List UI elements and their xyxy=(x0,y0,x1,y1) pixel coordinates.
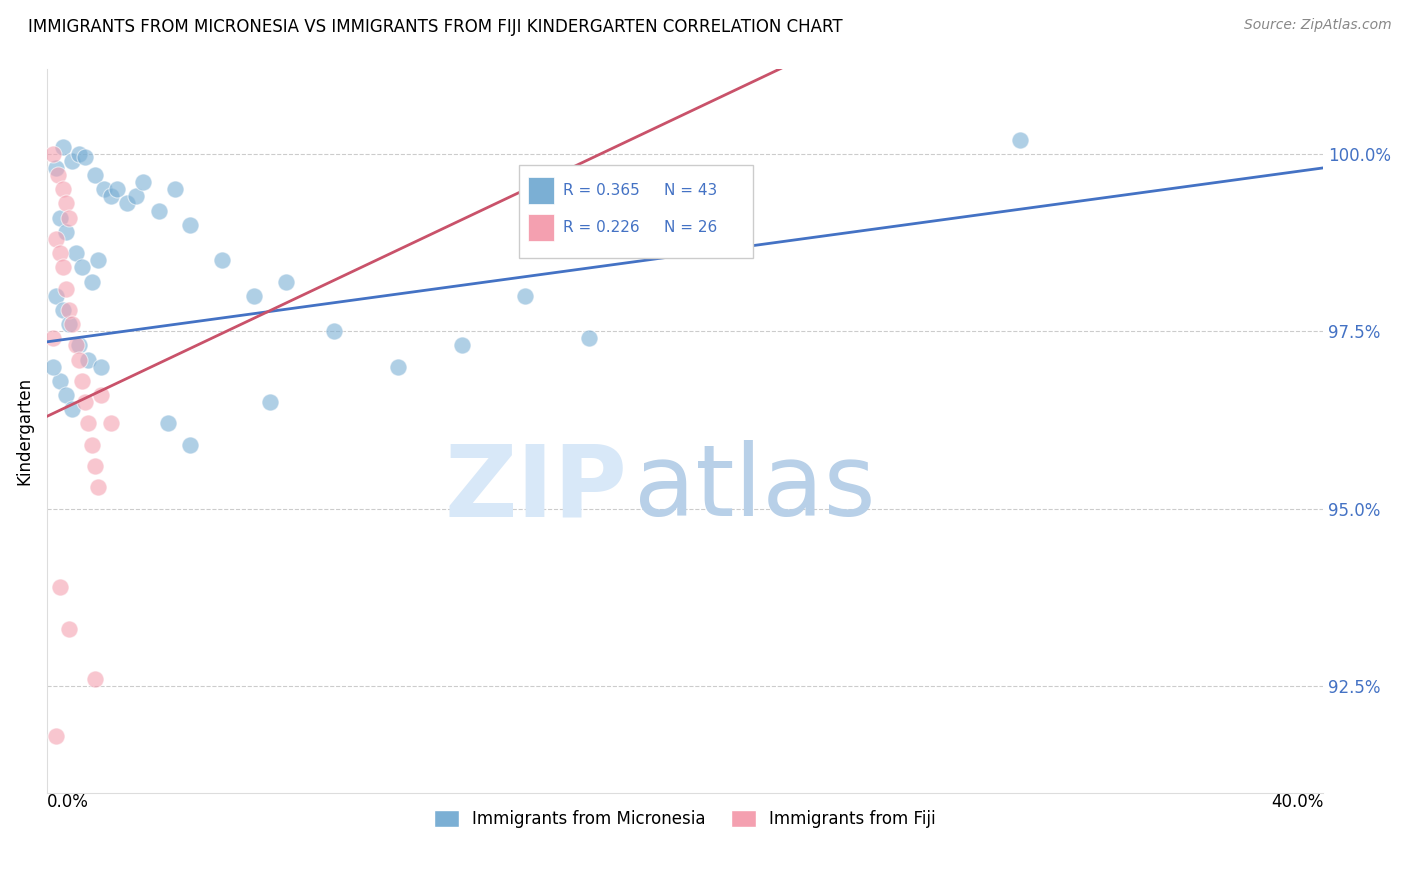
Point xyxy=(80,275,103,289)
Point xyxy=(65,338,87,352)
Point xyxy=(148,203,170,218)
Point xyxy=(100,417,122,431)
FancyBboxPatch shape xyxy=(519,165,754,258)
Point xyxy=(100,189,122,203)
Point xyxy=(55,282,77,296)
Point xyxy=(276,275,298,289)
Point xyxy=(83,459,105,474)
Point xyxy=(323,324,346,338)
Point xyxy=(48,374,70,388)
Text: R = 0.226: R = 0.226 xyxy=(562,220,640,235)
Point xyxy=(48,580,70,594)
Point xyxy=(52,139,75,153)
Text: N = 26: N = 26 xyxy=(664,220,717,235)
Point xyxy=(93,182,115,196)
Point xyxy=(67,352,90,367)
Point xyxy=(58,302,80,317)
Point xyxy=(75,395,97,409)
Point xyxy=(52,260,75,275)
Point xyxy=(42,359,65,374)
Point xyxy=(80,438,103,452)
Text: N = 43: N = 43 xyxy=(664,183,717,198)
Point xyxy=(42,331,65,345)
Point xyxy=(90,359,112,374)
Point xyxy=(62,402,84,417)
Point xyxy=(83,672,105,686)
Text: Source: ZipAtlas.com: Source: ZipAtlas.com xyxy=(1244,18,1392,32)
Point xyxy=(387,359,409,374)
Text: 40.0%: 40.0% xyxy=(1271,793,1323,811)
Point xyxy=(45,232,67,246)
Text: IMMIGRANTS FROM MICRONESIA VS IMMIGRANTS FROM FIJI KINDERGARTEN CORRELATION CHAR: IMMIGRANTS FROM MICRONESIA VS IMMIGRANTS… xyxy=(28,18,842,36)
Point xyxy=(77,417,100,431)
Point xyxy=(48,246,70,260)
Point xyxy=(52,302,75,317)
Point xyxy=(70,260,93,275)
Legend: Immigrants from Micronesia, Immigrants from Fiji: Immigrants from Micronesia, Immigrants f… xyxy=(427,804,942,835)
Point xyxy=(243,289,266,303)
Point xyxy=(45,289,67,303)
Point xyxy=(115,196,138,211)
Point xyxy=(58,623,80,637)
Point xyxy=(58,317,80,331)
Point xyxy=(45,729,67,743)
Point xyxy=(1008,132,1031,146)
Point xyxy=(52,182,75,196)
Point xyxy=(55,225,77,239)
Bar xyxy=(529,177,554,204)
Point xyxy=(58,211,80,225)
Point xyxy=(578,331,600,345)
Point xyxy=(48,211,70,225)
Text: 0.0%: 0.0% xyxy=(46,793,89,811)
Point xyxy=(105,182,128,196)
Point xyxy=(125,189,148,203)
Point xyxy=(42,146,65,161)
Point xyxy=(179,438,201,452)
Text: ZIP: ZIP xyxy=(444,440,627,537)
Point xyxy=(259,395,281,409)
Point xyxy=(77,352,100,367)
Point xyxy=(75,150,97,164)
Point xyxy=(211,253,233,268)
Point xyxy=(45,161,67,175)
Point xyxy=(46,168,69,182)
Text: atlas: atlas xyxy=(634,440,876,537)
Y-axis label: Kindergarten: Kindergarten xyxy=(15,376,32,484)
Bar xyxy=(529,214,554,242)
Point xyxy=(55,196,77,211)
Point xyxy=(131,175,153,189)
Point xyxy=(70,374,93,388)
Point xyxy=(450,338,472,352)
Point xyxy=(83,168,105,182)
Point xyxy=(62,153,84,168)
Point xyxy=(90,388,112,402)
Text: R = 0.365: R = 0.365 xyxy=(562,183,640,198)
Point xyxy=(55,388,77,402)
Point xyxy=(87,253,110,268)
Point xyxy=(67,338,90,352)
Point xyxy=(515,289,537,303)
Point xyxy=(163,182,186,196)
Point xyxy=(87,480,110,494)
Point xyxy=(157,417,180,431)
Point xyxy=(67,146,90,161)
Point xyxy=(65,246,87,260)
Point xyxy=(62,317,84,331)
Point xyxy=(179,218,201,232)
